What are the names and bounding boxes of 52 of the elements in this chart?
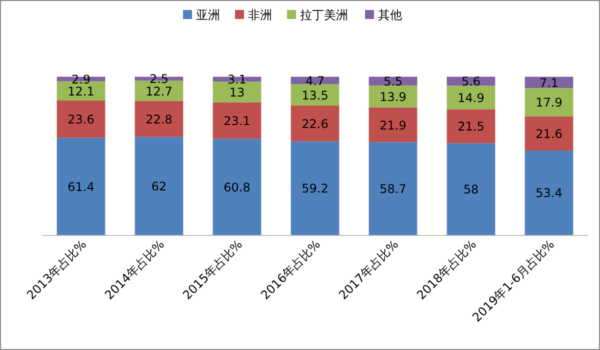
data-label: 22.8 (146, 112, 172, 126)
data-label: 21.6 (536, 126, 562, 141)
bar (524, 76, 574, 88)
data-label: 12.1 (68, 84, 94, 98)
bar (524, 150, 574, 235)
data-label: 5.6 (461, 74, 481, 89)
bar (290, 106, 340, 142)
data-label: 58 (463, 182, 479, 197)
data-label: 5.5 (383, 74, 403, 89)
bar (56, 138, 106, 235)
bar (134, 100, 184, 137)
data-label: 60.8 (224, 180, 250, 194)
legend-label: 亚洲 (196, 8, 220, 22)
bar (446, 109, 496, 144)
data-label: 23.6 (68, 112, 94, 127)
data-label: 3.1 (227, 72, 247, 87)
data-label: 59.2 (302, 182, 328, 196)
bar (446, 86, 496, 110)
bar (524, 88, 574, 116)
bar (212, 76, 262, 82)
bar (134, 136, 184, 235)
data-label: 12.7 (146, 84, 172, 98)
bar (212, 138, 262, 235)
data-label: 13.9 (380, 90, 406, 104)
bar (290, 84, 340, 106)
data-label: 17.9 (536, 96, 562, 110)
bar (524, 116, 574, 150)
data-label: 53.4 (536, 186, 562, 200)
data-label: 13 (229, 85, 245, 100)
data-label: 62 (151, 179, 167, 194)
data-label: 58.7 (380, 182, 406, 196)
data-label: 13.5 (302, 88, 328, 102)
legend-label: 拉丁美洲 (300, 8, 348, 22)
data-label: 61.4 (68, 180, 94, 194)
data-label: 7.1 (539, 76, 559, 90)
bar (368, 85, 418, 108)
data-label: 14.9 (458, 90, 484, 105)
data-label: 4.7 (305, 74, 325, 88)
data-label: 23.1 (224, 114, 250, 128)
legend-label: 非洲 (248, 8, 272, 22)
data-label: 2.5 (149, 72, 169, 86)
data-label: 21.9 (380, 118, 406, 132)
legend-label: 其他 (378, 8, 402, 22)
data-label: 21.5 (458, 120, 484, 134)
bar (212, 102, 262, 139)
bar (290, 141, 340, 235)
bar (446, 143, 496, 235)
bar (368, 107, 418, 142)
data-label: 2.9 (71, 72, 91, 87)
bar (56, 100, 106, 138)
data-label: 22.6 (302, 116, 328, 131)
bar (368, 142, 418, 235)
